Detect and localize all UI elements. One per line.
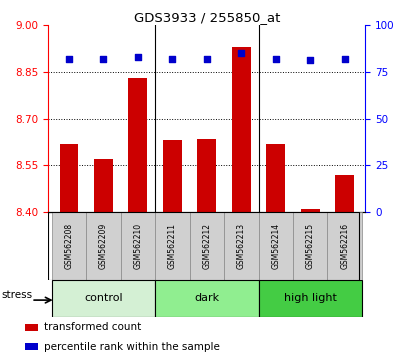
Point [134,54,141,59]
Text: transformed count: transformed count [44,322,142,332]
Bar [197,139,216,212]
Text: GSM562209: GSM562209 [99,223,108,269]
Bar [189,212,224,280]
Bar [232,47,251,212]
Text: GSM562214: GSM562214 [271,223,280,269]
Point [307,58,314,63]
Bar [259,280,362,317]
Bar [52,212,86,280]
Bar [25,324,38,331]
Bar [52,280,155,317]
Bar [163,141,182,212]
Point [66,56,72,61]
Bar [335,175,354,212]
Text: control: control [84,293,123,303]
Bar [266,144,285,212]
Title: GDS3933 / 255850_at: GDS3933 / 255850_at [134,11,280,24]
Bar [224,212,259,280]
Text: GSM562216: GSM562216 [340,223,349,269]
Point [341,56,348,61]
Text: GSM562211: GSM562211 [168,223,177,269]
Text: percentile rank within the sample: percentile rank within the sample [44,342,220,352]
Text: high light: high light [284,293,337,303]
Bar [259,212,293,280]
Point [100,56,107,61]
Bar [60,144,79,212]
Text: dark: dark [194,293,219,303]
Text: GSM562213: GSM562213 [237,223,246,269]
Bar [301,209,320,212]
Point [204,56,210,61]
Text: stress: stress [1,290,32,299]
Bar [155,280,259,317]
Bar [121,212,155,280]
Bar [94,159,113,212]
Text: GSM562208: GSM562208 [65,223,73,269]
Text: GSM562210: GSM562210 [134,223,142,269]
Point [238,50,245,56]
Point [169,56,176,61]
Point [273,56,279,61]
Text: GSM562215: GSM562215 [306,223,315,269]
Text: GSM562212: GSM562212 [202,223,211,269]
Bar [328,212,362,280]
Bar [155,212,189,280]
Bar [129,78,147,212]
Bar [86,212,121,280]
Bar [25,343,38,350]
Bar [293,212,328,280]
